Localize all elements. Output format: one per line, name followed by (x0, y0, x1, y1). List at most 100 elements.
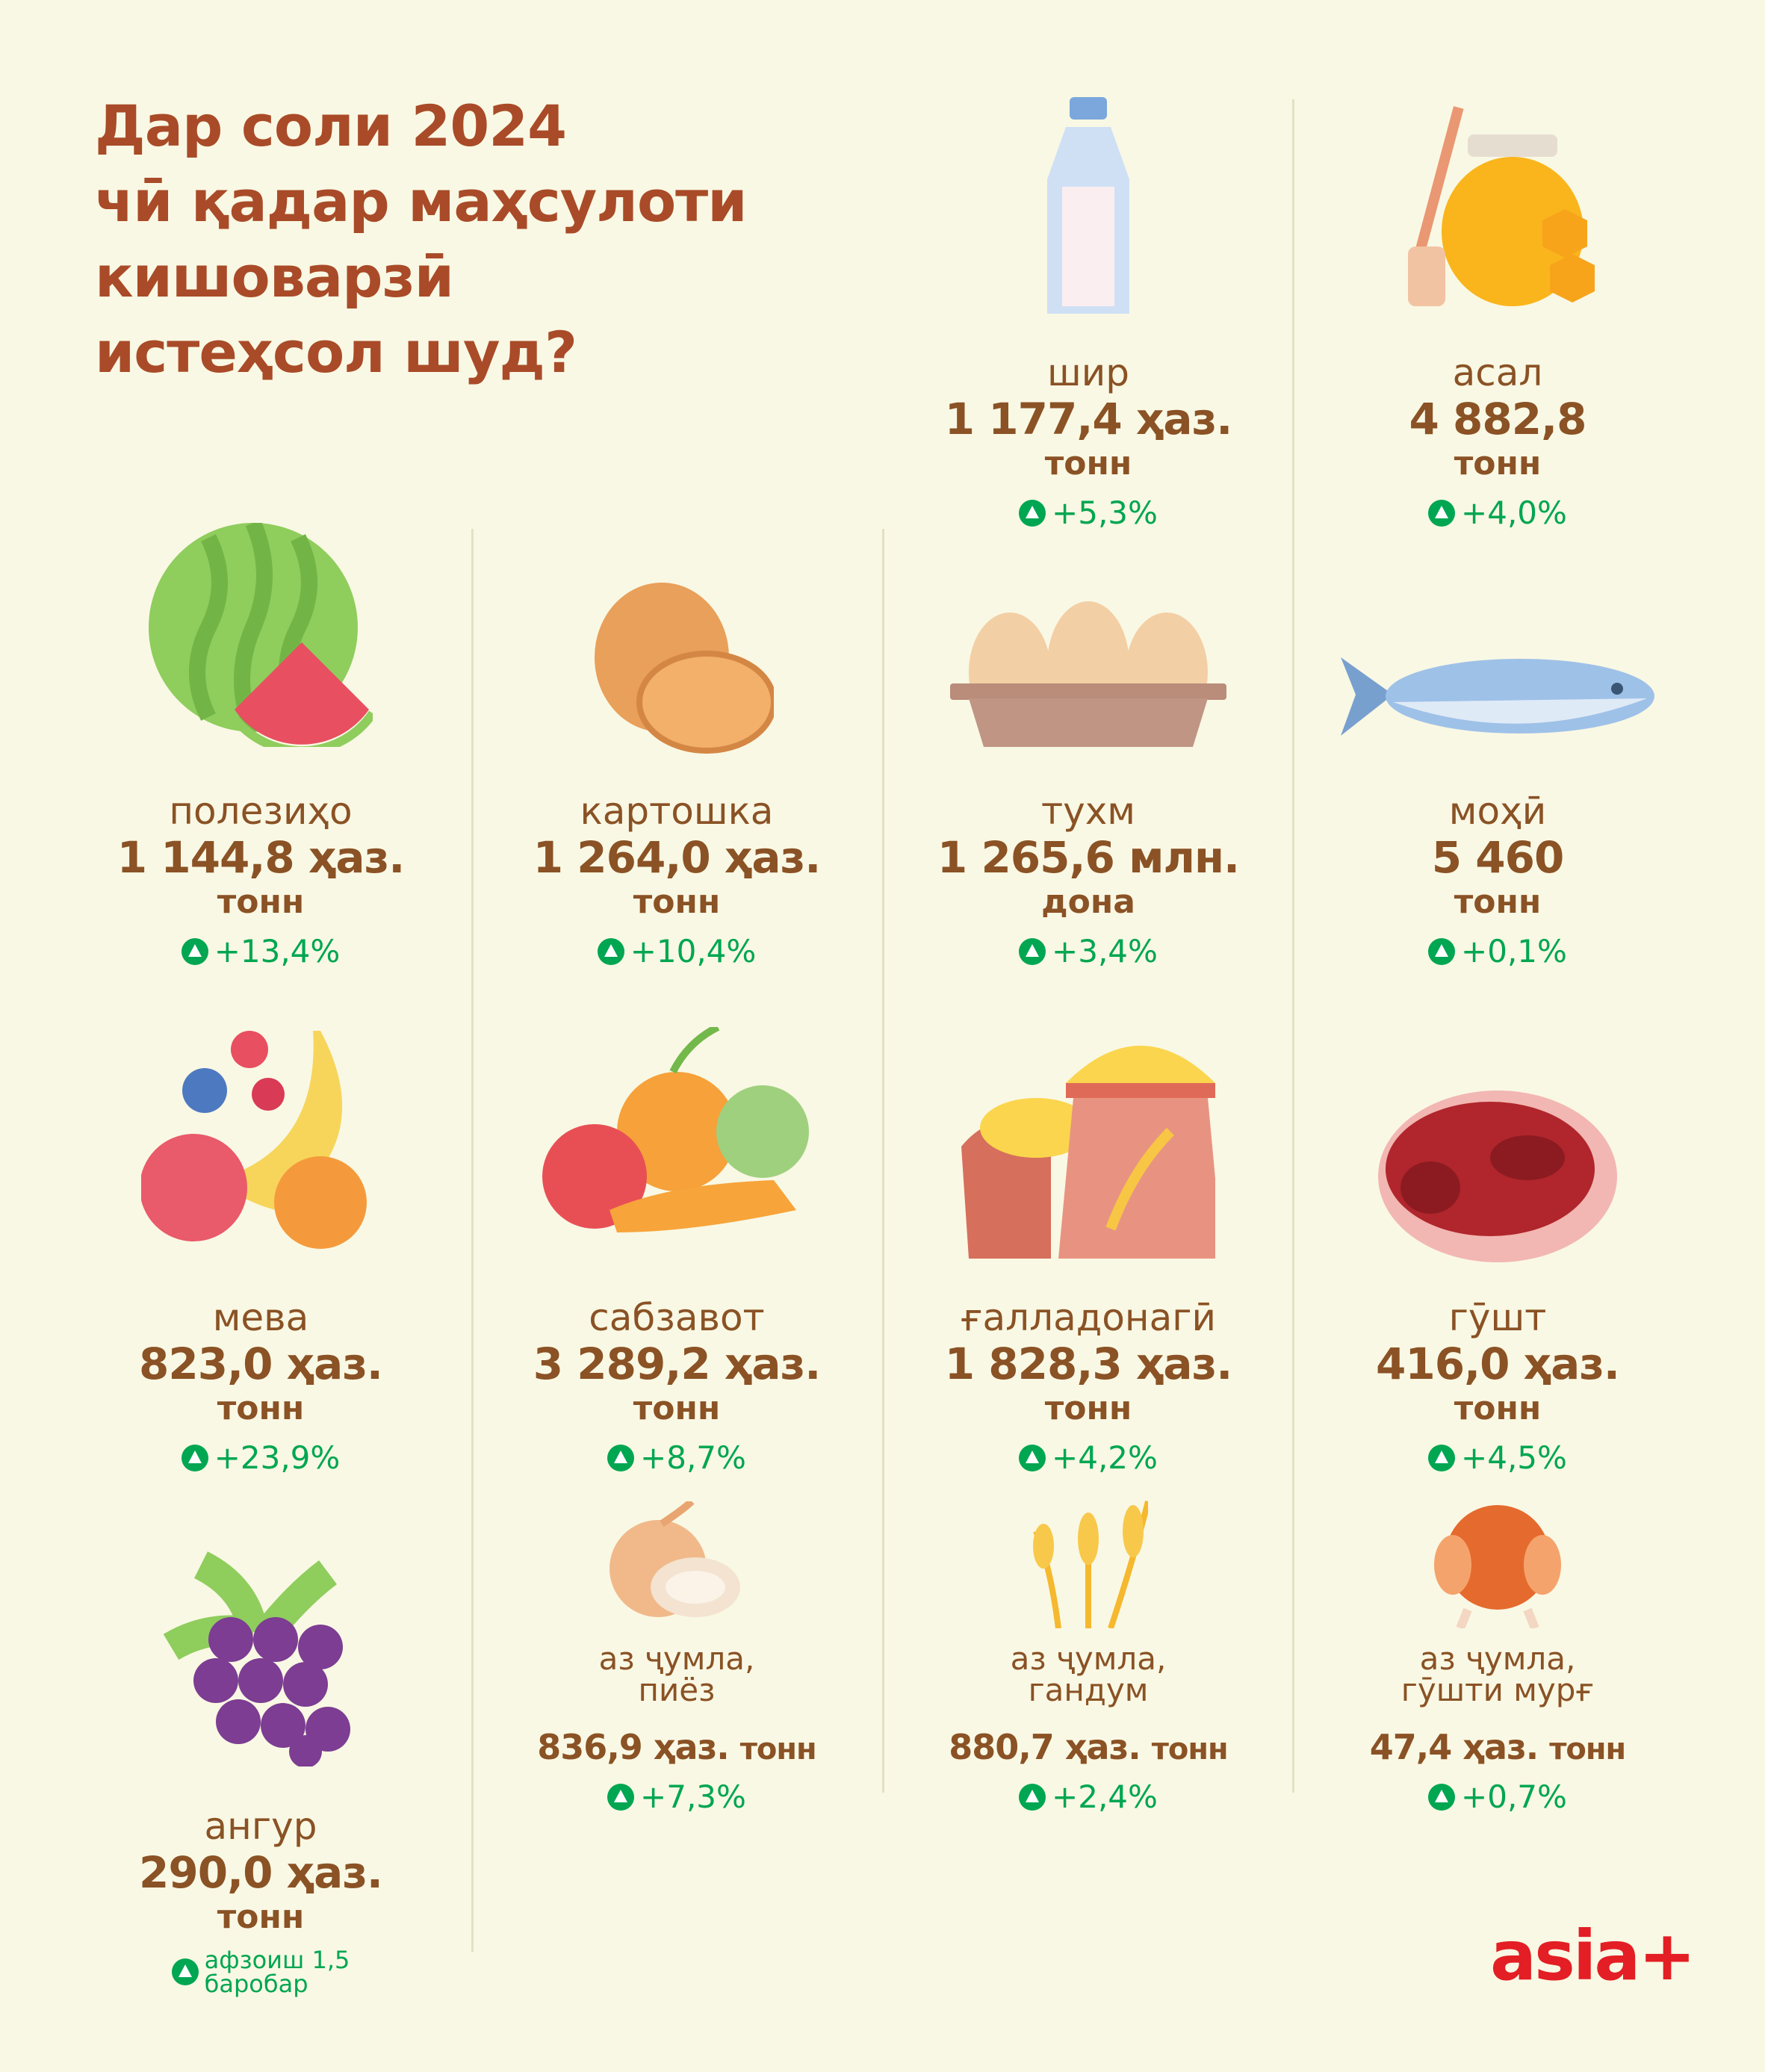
product-name-line: аз ҷумла, (598, 1640, 755, 1677)
product-card-milk: шир 1 177,4 ҳаз. тонн +5,3% (887, 97, 1290, 532)
honey-jar-icon (1378, 90, 1617, 317)
product-name-line: гандум (1028, 1672, 1149, 1708)
growth-percent: +10,4% (630, 933, 757, 970)
product-card-poultry: аз ҷумла, гӯшти мурғ 47,4 ҳаз. тонн +0,7% (1296, 1505, 1699, 1816)
product-card-melons: полезиҳо 1 144,8 ҳаз. тонн +13,4% (59, 519, 462, 970)
growth-percent: +5,3% (1052, 494, 1158, 531)
product-name: аз ҷумла, гандум (887, 1643, 1290, 1706)
up-triangle-icon (1019, 500, 1046, 527)
fish-icon (1341, 642, 1654, 757)
growth-percent: +2,4% (1052, 1778, 1158, 1815)
page-title: Дар соли 2024 чӣ қадар маҳсулоти кишовар… (95, 88, 747, 390)
product-card-fish: моҳӣ 5 460 тонн +0,1% (1296, 657, 1699, 970)
product-card-potato: картошка 1 264,0 ҳаз. тонн +10,4% (475, 583, 878, 970)
product-name: аз ҷумла, гӯшти мурғ (1296, 1643, 1699, 1706)
growth-indicator: +4,0% (1296, 494, 1699, 532)
up-triangle-icon (1428, 1784, 1456, 1811)
growth-indicator: +0,7% (1296, 1778, 1699, 1816)
product-card-fruit: мева 823,0 ҳаз. тонн +23,9% (59, 1031, 462, 1477)
chicken-icon (1434, 1498, 1561, 1631)
column-divider (471, 529, 474, 1952)
product-value: 3 289,2 ҳаз. (533, 1339, 821, 1389)
product-unit: тонн (217, 1898, 305, 1936)
up-triangle-icon (171, 1958, 199, 1985)
product-name: тухм (1040, 790, 1136, 833)
growth-percent: +4,2% (1052, 1439, 1158, 1476)
wheat-icon (1029, 1494, 1151, 1631)
grain-sack-icon (961, 1027, 1223, 1262)
product-name-line: аз ҷумла, (1010, 1640, 1167, 1677)
up-triangle-icon (1428, 938, 1456, 965)
product-value: 1 264,0 ҳаз. (533, 832, 821, 883)
product-value: 1 265,6 млн. (937, 832, 1240, 883)
fruit-icon (140, 1023, 380, 1258)
product-card-meat: гӯшт 416,0 ҳаз. тонн +4,5% (1296, 1091, 1699, 1477)
product-value: 4 882,8 (1409, 394, 1586, 444)
up-triangle-icon (597, 938, 624, 965)
product-unit: тонн (1454, 444, 1542, 483)
column-divider (1292, 99, 1294, 1793)
growth-percent: +13,4% (214, 933, 341, 970)
growth-percent: +3,4% (1052, 933, 1158, 970)
growth-indicator: +2,4% (887, 1778, 1290, 1816)
up-triangle-icon (607, 1445, 635, 1471)
product-name: асал (1452, 351, 1543, 394)
potato-icon (580, 583, 777, 757)
product-value: 47,4 ҳаз. (1369, 1727, 1539, 1767)
title-line: кишоварзӣ (95, 244, 454, 310)
asia-plus-logo: asia+ (1490, 1916, 1696, 1996)
product-card-grapes: ангур 290,0 ҳаз. тонн афзоиш 1,5 баробар (59, 1551, 462, 1996)
eggs-icon (950, 590, 1226, 750)
growth-indicator: +5,3% (887, 494, 1290, 532)
growth-text: афзоиш 1,5 (204, 1946, 350, 1974)
growth-indicator: +3,4% (887, 933, 1290, 970)
growth-indicator: афзоиш 1,5 баробар (59, 1948, 462, 1996)
up-triangle-icon (1428, 1445, 1456, 1471)
growth-percent: +0,7% (1461, 1778, 1567, 1815)
product-card-eggs: тухм 1 265,6 млн. дона +3,4% (887, 601, 1290, 970)
growth-indicator: +23,9% (59, 1439, 462, 1477)
column-divider (882, 529, 884, 1793)
growth-indicator: +13,4% (59, 933, 462, 970)
product-unit: тонн (217, 1389, 305, 1427)
product-unit: тонн (1454, 883, 1542, 921)
title-line: Дар соли 2024 (95, 93, 567, 159)
up-triangle-icon (1428, 500, 1456, 527)
up-triangle-icon (181, 1445, 208, 1471)
title-line: чӣ қадар маҳсулоти (95, 168, 747, 235)
product-value: 880,7 ҳаз. (949, 1727, 1141, 1767)
product-value: 823,0 ҳаз. (139, 1339, 383, 1389)
product-name: гӯшт (1448, 1296, 1547, 1339)
growth-percent: +4,0% (1461, 494, 1567, 531)
product-unit: тонн (633, 1389, 721, 1427)
growth-indicator: +4,2% (887, 1439, 1290, 1477)
product-name: сабзавот (589, 1296, 765, 1339)
product-card-grain: ғалладонагӣ 1 828,3 ҳаз. тонн +4,2% (887, 1046, 1290, 1477)
up-triangle-icon (607, 1784, 635, 1811)
product-name: шир (1047, 351, 1129, 394)
product-value: 836,9 ҳаз. (537, 1727, 729, 1767)
growth-percent: +23,9% (214, 1439, 341, 1476)
growth-indicator: +0,1% (1296, 933, 1699, 970)
meat-icon (1378, 1091, 1617, 1265)
product-name: полезиҳо (169, 790, 353, 833)
product-name-line: аз ҷумла, (1419, 1640, 1576, 1677)
product-card-honey: асал 4 882,8 тонн +4,0% (1296, 106, 1699, 532)
watermelon-icon (149, 519, 376, 756)
product-name: картошка (580, 790, 774, 833)
product-value: 290,0 ҳаз. (139, 1847, 383, 1898)
product-value: 1 177,4 ҳаз. (944, 394, 1232, 444)
product-value: 1 144,8 ҳаз. (117, 832, 405, 883)
growth-percent: +4,5% (1461, 1439, 1567, 1476)
growth-indicator: +10,4% (475, 933, 878, 970)
growth-percent: +8,7% (640, 1439, 746, 1476)
product-unit: тонн (1044, 444, 1132, 483)
product-name: ғалладонагӣ (961, 1296, 1216, 1339)
product-unit: тонн (1454, 1389, 1542, 1427)
product-card-onion: аз ҷумла, пиёз 836,9 ҳаз. тонн +7,3% (475, 1498, 878, 1816)
onion-icon (609, 1498, 744, 1624)
up-triangle-icon (1019, 1784, 1046, 1811)
product-name: ангур (204, 1805, 317, 1848)
product-unit: тонн (217, 883, 305, 921)
product-card-vegetables: сабзавот 3 289,2 ҳаз. тонн +8,7% (475, 1023, 878, 1477)
